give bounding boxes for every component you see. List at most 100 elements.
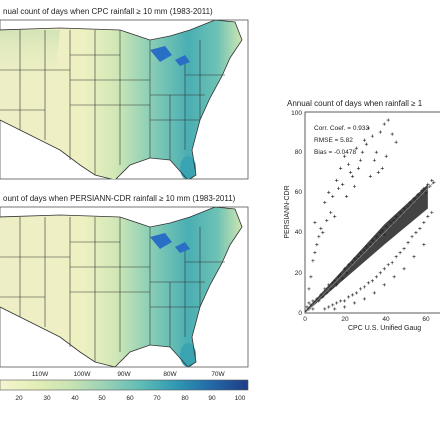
scatter-point <box>380 166 384 170</box>
scatter-point <box>307 301 311 305</box>
scatter-point <box>358 287 363 291</box>
x-tick: 60 <box>422 316 430 323</box>
scatter-point <box>339 166 343 170</box>
scatter-point <box>339 299 343 303</box>
scatter-point <box>335 178 339 182</box>
scatter-point <box>386 263 390 267</box>
fit-line <box>304 182 435 314</box>
y-tick: 60 <box>295 189 303 196</box>
stats-box: Corr. Coef. = 0.933 RMSE = 5.82 Bias = -… <box>314 125 369 156</box>
scatter-point <box>386 118 390 122</box>
scatter-point <box>398 251 402 255</box>
scatter-point <box>374 150 378 154</box>
x-tick: 40 <box>382 316 390 323</box>
y-tick: 40 <box>295 229 303 236</box>
x-ticks: 0 20 40 60 <box>303 316 430 323</box>
scatter-point <box>321 231 325 235</box>
scatter-point <box>358 158 363 162</box>
scatter-point <box>362 285 367 289</box>
scatter-point <box>426 214 430 219</box>
scatter-point <box>376 170 380 174</box>
colorbar-tick: 90 <box>208 395 216 402</box>
x-axis-label: CPC U.S. Unified Gaug <box>348 325 421 332</box>
scatter-point <box>337 186 341 190</box>
scatter-point <box>418 226 422 231</box>
scatter-point <box>372 158 376 162</box>
colorbar-tick: 20 <box>15 395 23 402</box>
y-tick: 100 <box>291 110 302 117</box>
scatter-point <box>378 130 382 134</box>
scatter-point <box>331 194 335 199</box>
y-tick: 0 <box>298 310 302 317</box>
scatter-point <box>410 235 414 239</box>
y-tick: 80 <box>295 149 303 156</box>
scatter-point <box>345 194 349 199</box>
scatter-point <box>346 162 351 166</box>
stat-bias: Bias = -0.0478 <box>314 149 356 156</box>
scatter-point <box>352 184 357 188</box>
scatter-point <box>362 297 367 301</box>
scatter-point <box>331 303 335 307</box>
scatter-title: Annual count of days when rainfall ≥ 1 <box>287 99 423 108</box>
state-lines <box>0 217 225 362</box>
stat-rmse: RMSE = 5.82 <box>314 137 353 144</box>
scatter-point <box>378 271 382 275</box>
scatter-point <box>307 287 311 291</box>
scatter-point <box>422 220 426 225</box>
colorbar-tick: 80 <box>181 395 189 402</box>
stat-corr: Corr. Coef. = 0.933 <box>314 125 369 132</box>
coastline <box>0 207 243 367</box>
lon-ticks: 110W 100W 90W 80W 70W <box>32 371 226 378</box>
scatter-point <box>370 279 374 283</box>
scatter-point <box>382 267 386 271</box>
scatter-point <box>329 210 333 215</box>
scatter-point <box>327 190 331 194</box>
great-lakes <box>150 46 190 66</box>
scatter-point <box>341 182 345 186</box>
scatter-point <box>352 301 357 305</box>
scatter-point <box>333 307 337 311</box>
lon-tick: 90W <box>117 371 131 378</box>
colorbar-tick: 50 <box>98 395 106 402</box>
y-tick: 20 <box>295 270 303 277</box>
scatter-point <box>364 142 369 146</box>
scatter-dense-band <box>305 184 428 313</box>
scatter-point <box>313 251 317 255</box>
scatter-point <box>343 299 347 303</box>
scatter-point <box>343 154 347 158</box>
scatter-point <box>354 146 359 150</box>
scatter-point <box>323 200 327 205</box>
scatter-point <box>311 259 315 263</box>
scatter-point <box>406 241 410 245</box>
scatter-point <box>323 307 327 311</box>
scatter-point <box>350 293 355 297</box>
scatter-point <box>335 301 339 305</box>
scatter-point <box>315 243 319 247</box>
scatter-point <box>402 247 406 251</box>
scatter-point <box>390 132 394 136</box>
scatter-point <box>346 295 351 299</box>
scatter-point <box>422 243 426 247</box>
scatter-point <box>368 174 372 178</box>
scatter-point <box>414 231 418 235</box>
scatter-point <box>348 170 353 174</box>
scatter-point <box>402 267 406 271</box>
great-lakes <box>150 233 190 253</box>
x-tick: 20 <box>341 316 349 323</box>
scatter-point <box>430 210 434 215</box>
scatter-point <box>311 307 315 311</box>
scatter-point <box>360 150 365 154</box>
lon-tick: 110W <box>32 371 49 378</box>
map2-title: ount of days when PERSIANN-CDR rainfall … <box>3 194 236 203</box>
scatter-point <box>382 283 386 287</box>
scatter-point <box>354 291 359 295</box>
lon-tick: 80W <box>163 371 177 378</box>
scatter-point <box>394 140 398 144</box>
scatter-point <box>412 255 416 259</box>
colorbar: 20 30 40 50 60 70 80 90 100 <box>0 379 249 402</box>
scatter-point <box>384 154 388 158</box>
scatter-point <box>325 218 329 223</box>
colorbar-tick: 60 <box>126 395 134 402</box>
scatter-point <box>317 235 321 239</box>
